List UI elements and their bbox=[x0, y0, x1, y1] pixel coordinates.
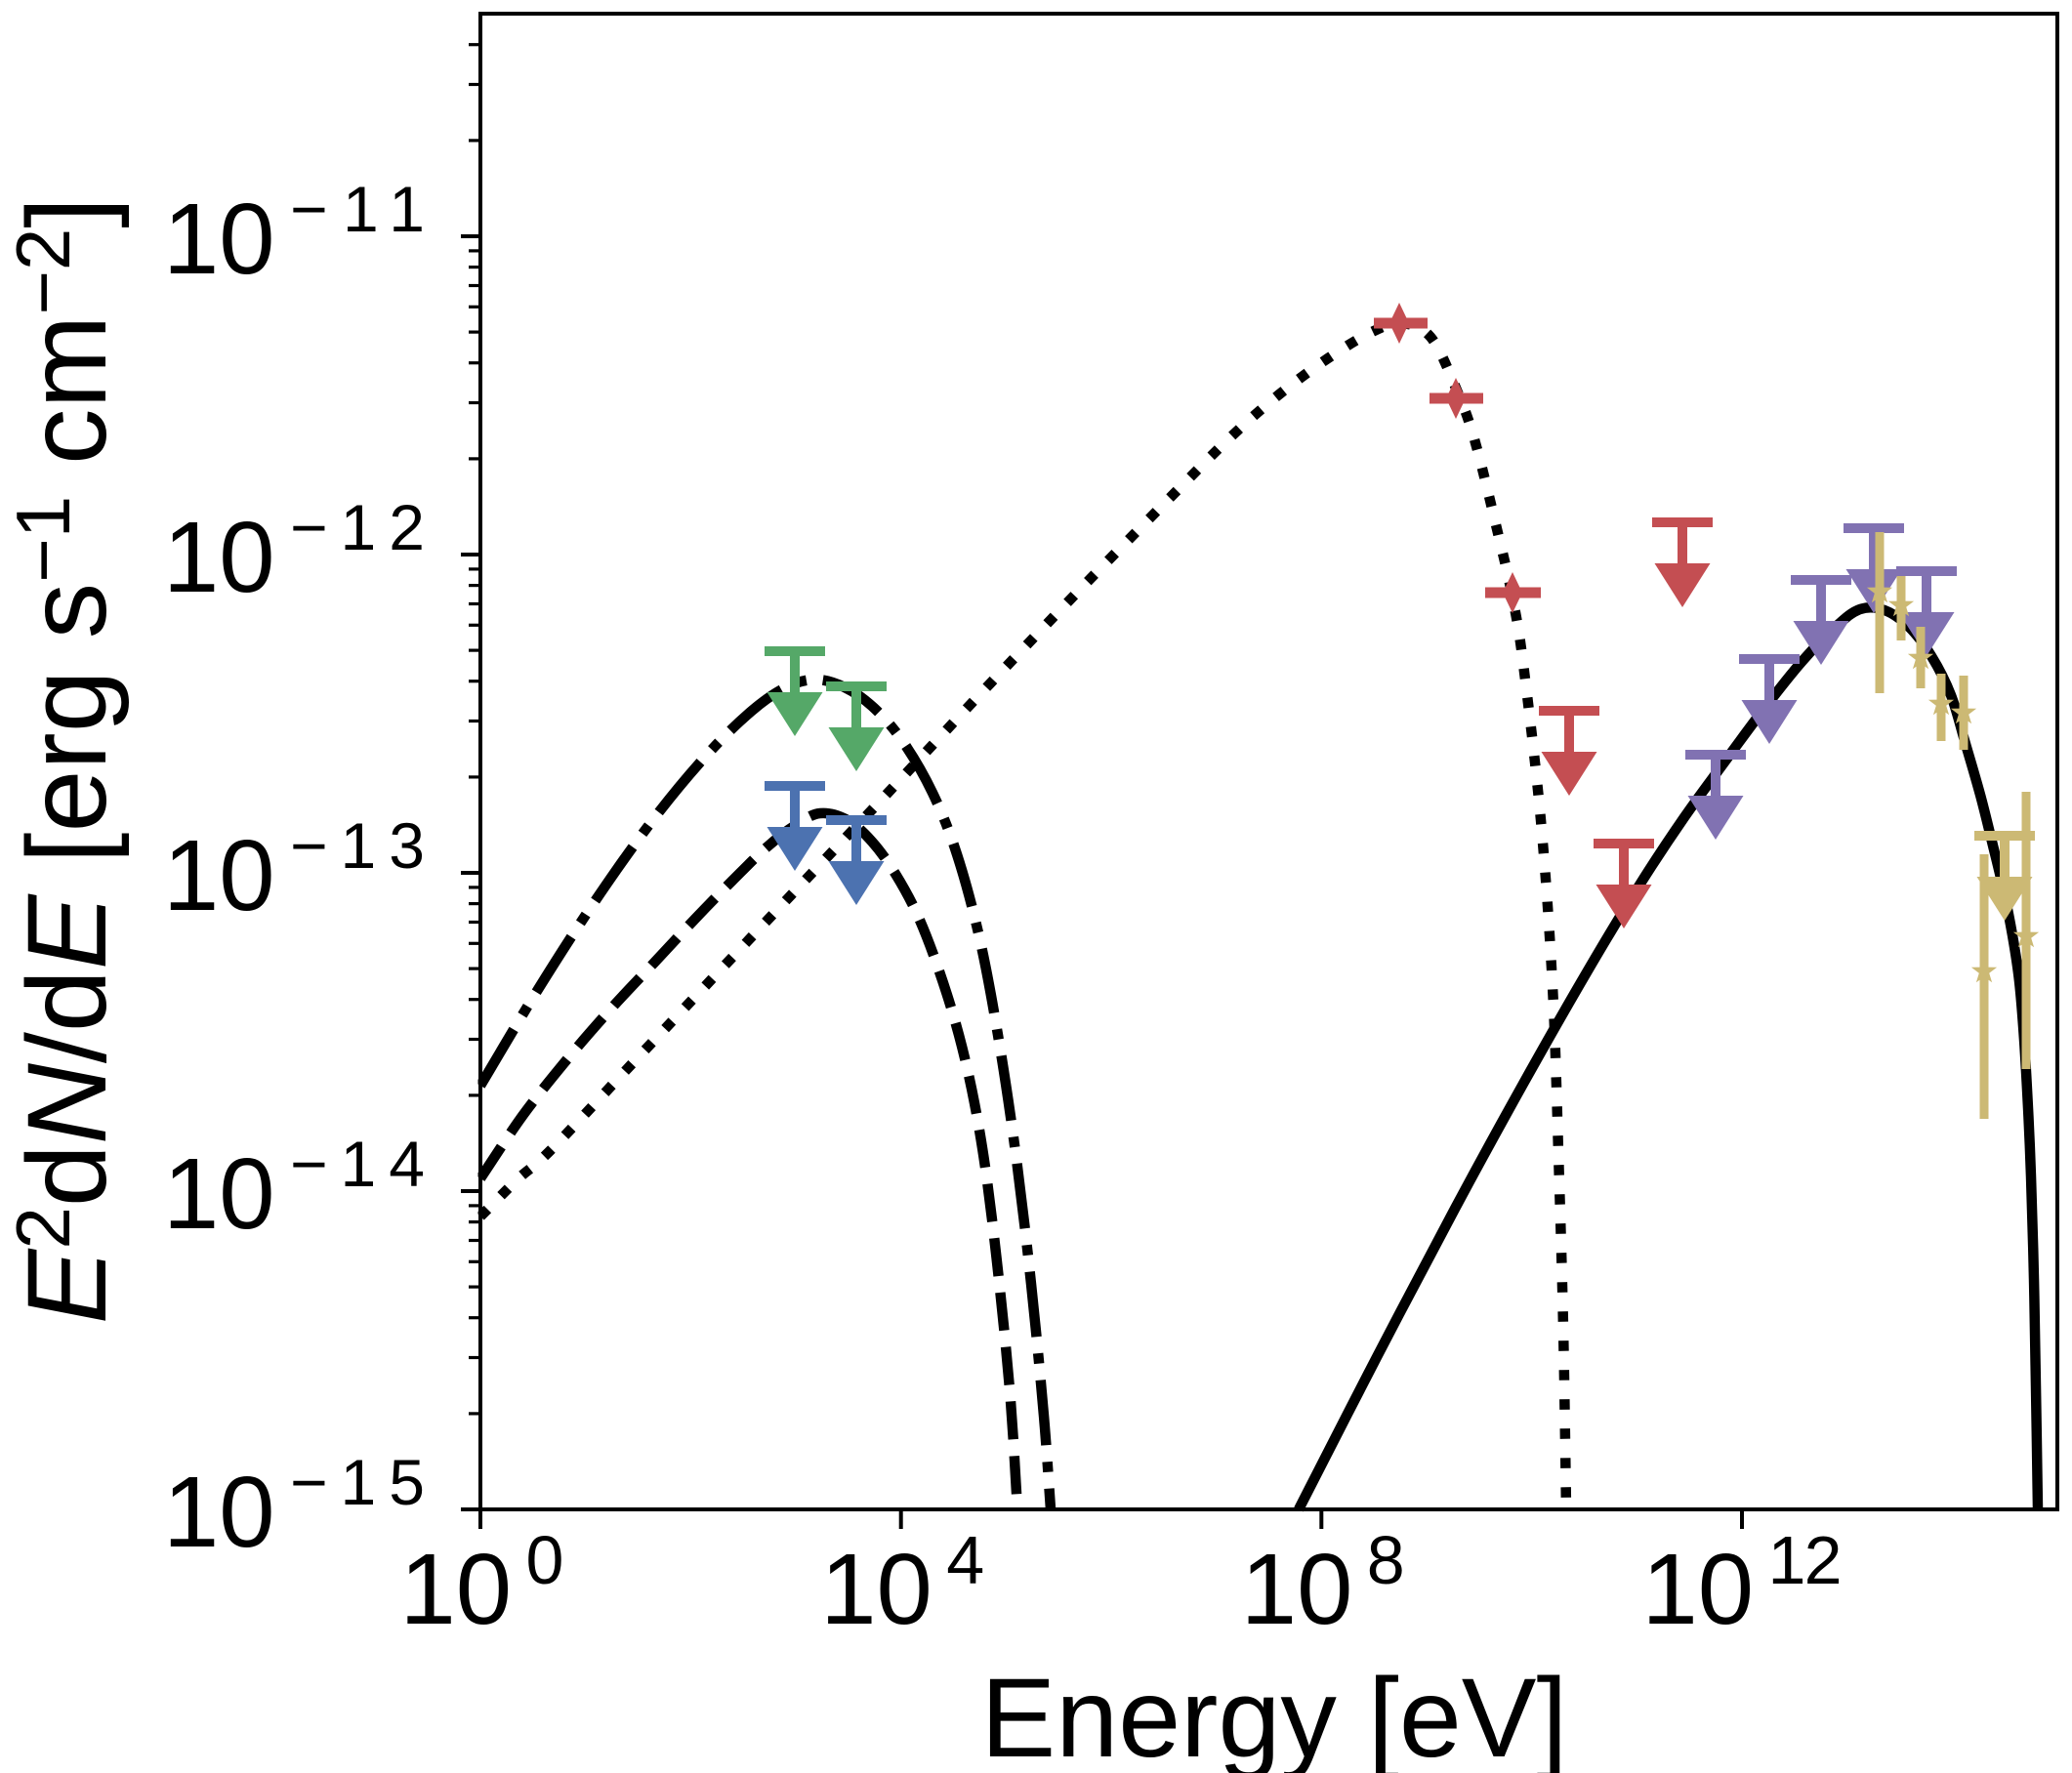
svg-text:10: 10 bbox=[820, 1533, 932, 1645]
svg-text:10: 10 bbox=[1241, 1533, 1353, 1645]
svg-text:4: 4 bbox=[946, 1522, 984, 1598]
svg-text:10: 10 bbox=[163, 1456, 275, 1568]
svg-text:−11: −11 bbox=[290, 173, 425, 245]
svg-text:−13: −13 bbox=[290, 809, 425, 882]
svg-text:10: 10 bbox=[163, 819, 275, 931]
svg-text:−14: −14 bbox=[290, 1128, 425, 1200]
svg-text:Energy [eV]: Energy [eV] bbox=[981, 1656, 1568, 1773]
svg-text:−15: −15 bbox=[290, 1446, 425, 1518]
svg-text:0: 0 bbox=[526, 1522, 564, 1598]
svg-text:12: 12 bbox=[1768, 1522, 1843, 1598]
svg-text:10: 10 bbox=[163, 183, 275, 295]
svg-text:10: 10 bbox=[163, 501, 275, 613]
svg-text:10: 10 bbox=[163, 1137, 275, 1250]
svg-text:10: 10 bbox=[1642, 1533, 1755, 1645]
svg-text:8: 8 bbox=[1367, 1522, 1405, 1598]
svg-text:E2dN/dE [erg s−1 cm−2]: E2dN/dE [erg s−1 cm−2] bbox=[0, 197, 130, 1324]
svg-text:−12: −12 bbox=[290, 491, 425, 563]
svg-text:10: 10 bbox=[400, 1533, 513, 1645]
